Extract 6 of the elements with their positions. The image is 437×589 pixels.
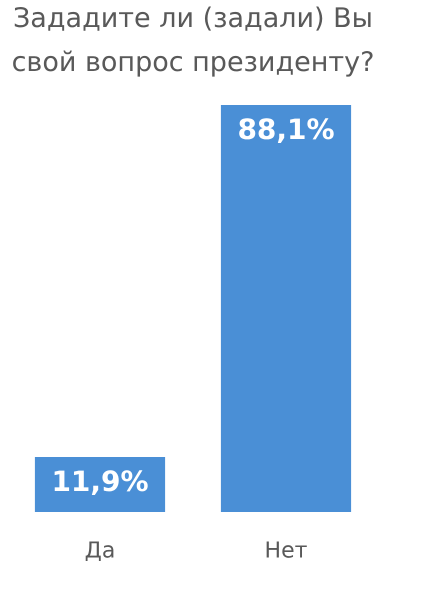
data-label: 88,1% [237,113,335,146]
text: свой вопрос президенту? [12,47,374,78]
text: Зададите ли (задали) Вы [12,3,374,34]
data-label: 11,9% [51,465,149,498]
x-tick-label: Да [84,538,116,564]
x-tick-label: Нет [264,538,308,564]
